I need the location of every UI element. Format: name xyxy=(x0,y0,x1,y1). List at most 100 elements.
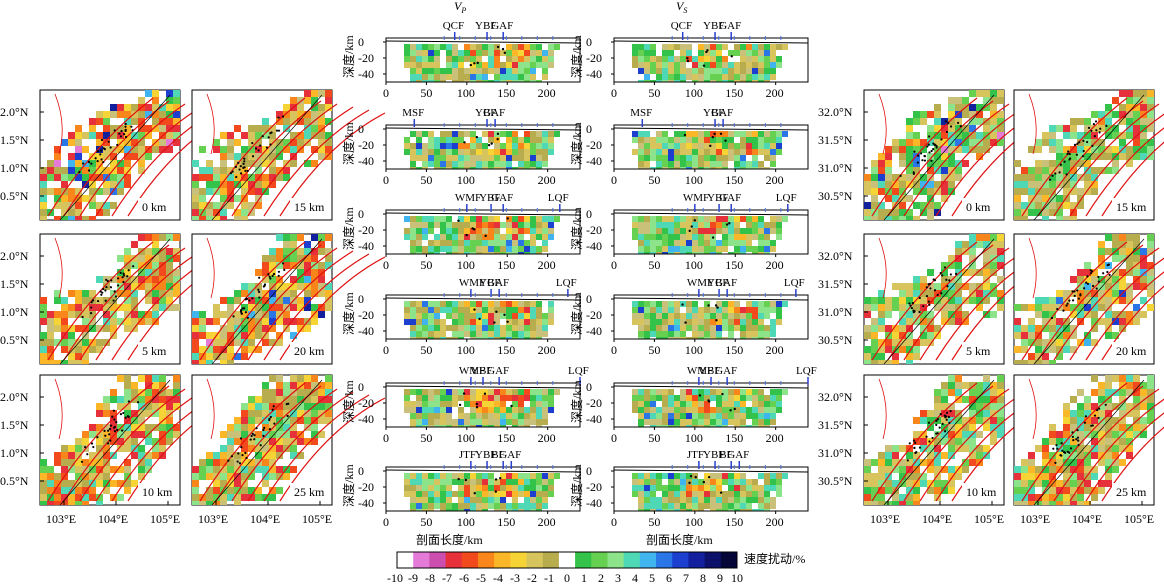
map-cell xyxy=(948,311,955,318)
profile-cell xyxy=(662,252,668,254)
profile-cell xyxy=(680,425,686,427)
map-cell xyxy=(75,353,82,360)
map-cell xyxy=(304,417,311,424)
map-cell xyxy=(1063,346,1070,353)
map-cell xyxy=(103,445,110,452)
km-tick-label: 100 xyxy=(685,431,703,445)
map-cell xyxy=(68,459,75,466)
profile-cell xyxy=(746,161,752,167)
profile-cell xyxy=(770,155,776,161)
map-cell xyxy=(47,346,54,353)
map-cell xyxy=(941,153,948,160)
earthquake-dot xyxy=(1071,299,1075,302)
map-cell xyxy=(1091,375,1098,382)
profile-cell xyxy=(638,68,644,74)
earthquake-dot xyxy=(99,290,102,293)
km-tick-label: 50 xyxy=(648,343,660,357)
map-cell xyxy=(192,188,199,195)
map-cell xyxy=(1091,290,1098,297)
lat-tick-label: 32.0°N xyxy=(0,105,29,119)
profile-cell xyxy=(518,331,524,337)
profile-cell xyxy=(524,68,530,74)
profile-cell xyxy=(458,252,464,254)
map-cell xyxy=(1140,417,1147,424)
map-cell xyxy=(82,346,89,353)
profile-cell xyxy=(506,240,512,246)
depth-label-bg xyxy=(290,483,328,499)
profile-cell xyxy=(488,149,494,155)
profile-cell xyxy=(482,413,488,419)
profile-cell xyxy=(728,252,734,254)
map-cell xyxy=(1133,269,1140,276)
map-cell xyxy=(318,90,325,97)
map-cell xyxy=(1133,283,1140,290)
profile-cell xyxy=(530,407,536,413)
map-cell xyxy=(54,360,61,364)
depth-label: 0 km xyxy=(966,200,991,214)
earthquake-dot xyxy=(493,321,496,324)
earthquake-dot xyxy=(1104,403,1107,406)
profile-cell xyxy=(524,167,530,169)
map-cell xyxy=(983,424,990,431)
profile-cell xyxy=(410,80,416,82)
profile-cell xyxy=(518,407,524,413)
map-cell xyxy=(241,346,248,353)
profile-cell xyxy=(458,389,464,395)
map-cell xyxy=(166,304,173,311)
map-cell xyxy=(864,181,871,188)
profile-cell xyxy=(710,331,716,337)
profile-cell xyxy=(692,425,698,427)
profile-cell xyxy=(452,479,458,485)
fault-label: GAF xyxy=(719,20,741,32)
map-cell xyxy=(213,167,220,174)
map-cell xyxy=(152,248,159,255)
lat-tick-label: 31.0°N xyxy=(818,161,853,175)
map-cell xyxy=(878,311,885,318)
map-cell xyxy=(983,104,990,111)
earthquake-dot xyxy=(285,403,288,406)
profile-cell xyxy=(464,167,470,169)
map-cell xyxy=(138,160,145,167)
depth-tick-label: 0 xyxy=(586,207,592,221)
profile-cell xyxy=(776,313,782,319)
profile-cell xyxy=(722,222,728,228)
map-cell xyxy=(962,146,969,153)
map-cell xyxy=(969,104,976,111)
map-cell xyxy=(1028,325,1035,332)
profile-cell xyxy=(680,331,686,337)
fault-label: YBF xyxy=(699,365,720,377)
map-cell xyxy=(248,466,255,473)
map-cell xyxy=(969,125,976,132)
earthquake-dot xyxy=(1071,435,1074,438)
profile-cell xyxy=(476,62,482,68)
map-cell xyxy=(276,431,283,438)
fault-line xyxy=(1085,127,1164,217)
map-cell xyxy=(110,132,117,139)
profile-cell xyxy=(500,80,506,82)
map-cell xyxy=(1056,202,1063,209)
map-cell xyxy=(311,375,318,382)
map-cell xyxy=(75,325,82,332)
map-cell xyxy=(159,445,166,452)
topography-line xyxy=(613,212,809,216)
map-cell xyxy=(145,255,152,262)
map-cell xyxy=(913,304,920,311)
map-cell xyxy=(290,332,297,339)
profile-cell xyxy=(416,337,422,339)
profile-cell xyxy=(548,222,554,228)
profile-cell xyxy=(464,222,470,228)
map-cell xyxy=(283,438,290,445)
map-cell xyxy=(82,132,89,139)
fault-line xyxy=(95,250,202,361)
map-cell xyxy=(927,410,934,417)
profile-cell xyxy=(770,389,776,395)
profile-cell xyxy=(434,222,440,228)
lat-tick-label: 31.0°N xyxy=(0,305,29,319)
earthquake-dot xyxy=(923,159,927,162)
profile-cell xyxy=(764,419,770,425)
profile-cell xyxy=(650,149,656,155)
map-cell xyxy=(1056,174,1063,181)
profile-cell xyxy=(434,395,440,401)
map-cell xyxy=(283,410,290,417)
earthquake-dot xyxy=(100,293,103,296)
